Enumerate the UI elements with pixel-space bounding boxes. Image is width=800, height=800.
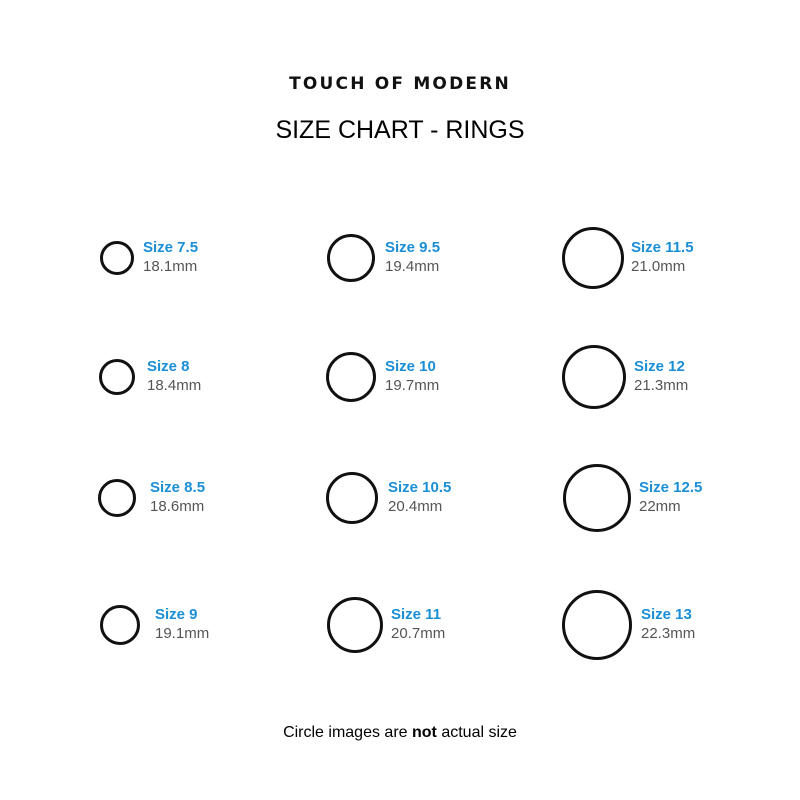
ring-size-entry: Size 10.5 20.4mm bbox=[388, 478, 451, 516]
ring-size-entry: Size 8.5 18.6mm bbox=[150, 478, 205, 516]
diameter-label: 19.1mm bbox=[155, 625, 210, 642]
ring-size-entry: Size 13 22.3mm bbox=[641, 605, 695, 643]
size-label: Size 10 bbox=[385, 358, 436, 375]
ring-circle-icon bbox=[563, 464, 631, 532]
size-label: Size 12 bbox=[634, 358, 685, 375]
brand-logo: TOUCH OF MODERN bbox=[289, 74, 511, 94]
size-label: Size 8.5 bbox=[150, 479, 206, 496]
footnote: Circle images are not actual size bbox=[0, 724, 800, 742]
diameter-label: 22.3mm bbox=[641, 625, 696, 642]
ring-circle-icon bbox=[327, 234, 375, 282]
diameter-label: 18.4mm bbox=[147, 377, 202, 394]
diameter-label: 21.3mm bbox=[634, 377, 689, 394]
ring-circle-icon bbox=[562, 345, 626, 409]
page-title: SIZE CHART - RINGS bbox=[275, 116, 525, 144]
ring-size-entry: Size 12.5 22mm bbox=[639, 478, 702, 516]
ring-circle-icon bbox=[562, 590, 632, 660]
ring-size-entry: Size 10 19.7mm bbox=[385, 357, 439, 395]
ring-size-entry: Size 9.5 19.4mm bbox=[385, 238, 440, 276]
footnote-text: Circle images are bbox=[283, 724, 412, 741]
size-label: Size 9 bbox=[155, 606, 198, 623]
ring-size-entry: Size 11 20.7mm bbox=[391, 605, 445, 643]
ring-size-entry: Size 8 18.4mm bbox=[147, 357, 201, 395]
footnote-emphasis: not bbox=[412, 724, 437, 741]
footnote-text-end: actual size bbox=[436, 724, 517, 741]
ring-circle-icon bbox=[327, 597, 383, 653]
diameter-label: 19.4mm bbox=[385, 258, 440, 275]
diameter-label: 21.0mm bbox=[631, 258, 686, 275]
ring-size-entry: Size 12 21.3mm bbox=[634, 357, 688, 395]
size-label: Size 11.5 bbox=[631, 239, 694, 256]
diameter-label: 18.1mm bbox=[143, 258, 198, 275]
ring-circle-icon bbox=[326, 352, 376, 402]
size-label: Size 7.5 bbox=[143, 239, 199, 256]
size-label: Size 9.5 bbox=[385, 239, 441, 256]
size-label: Size 8 bbox=[147, 358, 190, 375]
diameter-label: 20.4mm bbox=[388, 498, 443, 515]
size-label: Size 12.5 bbox=[639, 479, 703, 496]
diameter-label: 18.6mm bbox=[150, 498, 205, 515]
diameter-label: 20.7mm bbox=[391, 625, 446, 642]
ring-circle-icon bbox=[99, 359, 135, 395]
diameter-label: 22mm bbox=[639, 498, 681, 515]
size-label: Size 11 bbox=[391, 606, 442, 623]
diameter-label: 19.7mm bbox=[385, 377, 440, 394]
ring-circle-icon bbox=[98, 479, 136, 517]
ring-circle-icon bbox=[100, 605, 140, 645]
size-label: Size 10.5 bbox=[388, 479, 452, 496]
ring-size-entry: Size 11.5 21.0mm bbox=[631, 238, 694, 276]
size-label: Size 13 bbox=[641, 606, 692, 623]
ring-size-entry: Size 7.5 18.1mm bbox=[143, 238, 198, 276]
ring-size-entry: Size 9 19.1mm bbox=[155, 605, 209, 643]
ring-circle-icon bbox=[100, 241, 134, 275]
ring-circle-icon bbox=[326, 472, 378, 524]
ring-circle-icon bbox=[562, 227, 624, 289]
